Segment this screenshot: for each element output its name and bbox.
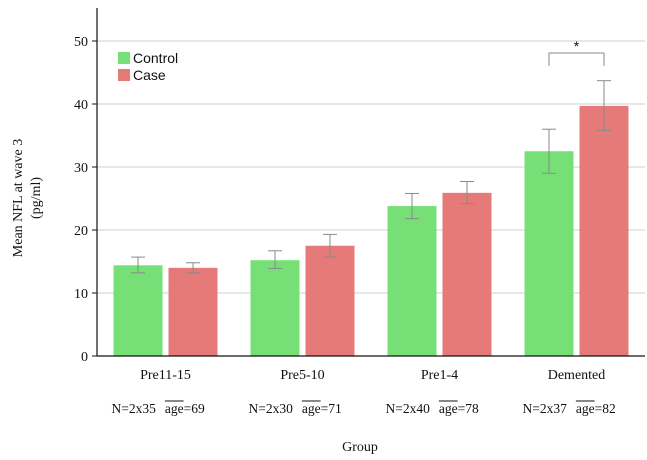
bar-control: [250, 260, 300, 356]
significance-bracket-line: [548, 52, 605, 66]
group-age-value: =82: [595, 401, 616, 416]
group-age-value: =69: [184, 401, 205, 416]
y-tick-label: 10: [74, 287, 88, 302]
significance-bracket: *: [548, 38, 605, 66]
legend-swatch-case: [118, 69, 130, 81]
category-label: Demented: [548, 368, 606, 383]
bar-case: [442, 192, 492, 356]
group-age-label: age: [165, 401, 184, 416]
group-n-label: N=2x30: [249, 401, 294, 416]
category-labels: Pre11-15 Pre5-10 Pre1-4 Demented: [140, 368, 605, 383]
legend-label-case: Case: [133, 67, 166, 83]
group-n-label: N=2x35: [112, 401, 157, 416]
y-tick-label: 30: [74, 161, 88, 176]
error-bars: [131, 80, 611, 274]
group-age-label: age: [302, 401, 321, 416]
group-age-label: age: [439, 401, 458, 416]
bar-control: [387, 206, 437, 356]
bar-case: [168, 267, 218, 356]
group-n-label: N=2x40: [386, 401, 431, 416]
legend-swatch-control: [118, 52, 130, 64]
group-age-value: =78: [458, 401, 479, 416]
bar-case: [305, 245, 355, 356]
significance-marker: *: [574, 38, 580, 54]
y-tick-label: 50: [74, 35, 88, 50]
y-axis-title-line2: (pg/ml): [29, 177, 44, 219]
bar-case: [579, 105, 629, 356]
y-tick-label: 40: [74, 98, 88, 113]
group-n-label: N=2x37: [523, 401, 568, 416]
legend-label-control: Control: [133, 50, 178, 66]
bar-control: [524, 151, 574, 356]
bars: [113, 105, 629, 356]
bar-control: [113, 265, 163, 356]
category-label: Pre5-10: [280, 368, 324, 383]
x-axis-title: Group: [342, 440, 378, 455]
group-age-label: age: [576, 401, 595, 416]
axes: [92, 8, 645, 357]
group-age-value: =71: [321, 401, 342, 416]
y-tick-labels: 0 10 20 30 40 50: [74, 35, 88, 365]
y-axis-title-line1: Mean NFL at wave 3: [11, 139, 26, 257]
y-tick-label: 0: [81, 350, 88, 365]
category-label: Pre1-4: [421, 368, 458, 383]
y-tick-label: 20: [74, 224, 88, 239]
group-info-labels: N=2x35 age =69 N=2x30 age =71 N=2x40 age =78 N=2x…: [112, 400, 616, 416]
category-label: Pre11-15: [140, 368, 191, 383]
